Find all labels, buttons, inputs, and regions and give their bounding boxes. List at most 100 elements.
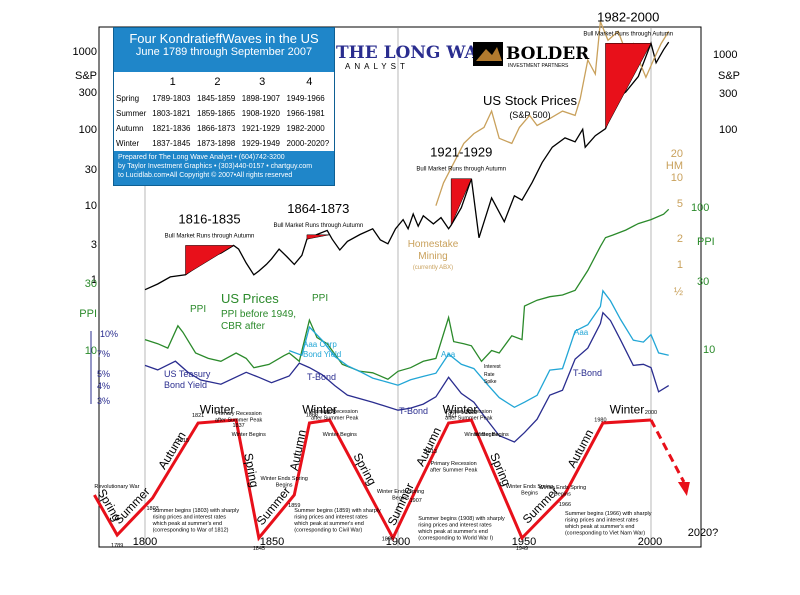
season-period: 1929-1949 <box>241 138 281 148</box>
x-tick: 2000 <box>638 536 662 548</box>
right-sp-tick: 1000 <box>713 49 737 61</box>
wave-number: 1 <box>169 75 176 88</box>
legend-box: Four KondratieffWaves in the US June 178… <box>113 27 335 186</box>
left-sp-tick: 300 <box>79 87 97 99</box>
bull-run-years: 1864-1873 <box>287 201 349 216</box>
bull-run-note: Bull Market Runs through Autumn <box>165 233 255 239</box>
season-period: 1821-1836 <box>152 123 191 133</box>
wave-number: 4 <box>306 75 313 88</box>
season-period: 1873-1898 <box>197 138 236 148</box>
season-row: Spring 1789-1803 1845-1859 1898-1907 194… <box>114 91 334 106</box>
us-prices-label: US Prices <box>221 291 279 306</box>
wave-note: Primary Recession after Summer Peak <box>445 409 493 422</box>
interest-label: Interest <box>484 364 501 370</box>
bolder-logo: BOLDER INVESTMENT PARTNERS <box>473 42 590 69</box>
bull-run-area <box>450 178 472 226</box>
season-label: Autumn <box>287 428 309 471</box>
left-sp-tick: 100 <box>79 124 97 136</box>
season-label: Winter <box>200 403 235 417</box>
wave-note: Winter Begins <box>323 432 357 438</box>
wave-note: Revolutionary War <box>94 484 139 490</box>
wave-year-mark: 1866 <box>306 413 318 419</box>
wave-year-mark: 1845 <box>253 546 265 552</box>
season-period: 1866-1873 <box>197 123 236 133</box>
teasury-label: US Teasury <box>164 369 211 379</box>
ppi-before-label: PPI before 1949, <box>221 309 296 320</box>
wave-number: 2 <box>214 75 221 88</box>
season-period: 1949-1966 <box>286 94 325 104</box>
wave-note: Winter Ends Spring Begins <box>506 484 553 497</box>
season-period: 1803-1821 <box>152 109 191 119</box>
left-sp-tick: 1 <box>91 274 97 286</box>
right-sp-tick: 100 <box>719 124 737 136</box>
season-period: 1789-1803 <box>152 94 191 104</box>
mountain-icon <box>476 47 502 61</box>
ppi-tag: PPI <box>190 304 206 315</box>
bull-run-note: Bull Market Runs through Autumn <box>583 31 673 37</box>
right-axis: 1000 S&P 300 100 <box>713 49 740 136</box>
aaa-corp-bond-yield-line <box>288 289 669 409</box>
wave-note: Winter Begins <box>232 432 266 438</box>
wave-year-mark: 1966 <box>559 502 571 508</box>
wave-year-mark: 1929 <box>465 410 477 416</box>
aaa-corp-label: Aaa Corp <box>303 340 337 349</box>
aaa-corp-label: Bond Yield <box>303 350 341 359</box>
wave-year-mark: 1873 <box>324 410 336 416</box>
right-ppi-tick: 30 <box>697 276 709 288</box>
interest-label: Rate <box>484 372 495 378</box>
season-row: Summer 1803-1821 1859-1865 1908-1920 196… <box>114 106 334 121</box>
aaa-label: Aaa <box>441 350 456 359</box>
wave-year-mark: 2000 <box>645 410 657 416</box>
hm-tick: 5 <box>677 198 683 210</box>
season-period: 1966-1981 <box>286 109 325 119</box>
left-ppi-label: PPI <box>79 308 97 320</box>
mining-label: Mining <box>418 251 447 262</box>
season-name: Autumn <box>116 123 144 133</box>
left-sp-tick: 30 <box>85 164 97 176</box>
season-period: 2000-2020? <box>286 138 330 148</box>
x-tick: 1850 <box>260 536 284 548</box>
wave-note: Primary Recession after Summer Peak <box>430 461 478 474</box>
x-extra-label: 2020? <box>688 527 719 539</box>
hm-tick: 2 <box>677 233 683 245</box>
yield-tick: 3% <box>97 396 110 406</box>
left-sp-label: S&P <box>75 70 97 82</box>
us-stock-prices-line <box>144 41 670 291</box>
wave-note: Summer begins (1859) with sharply rising … <box>293 508 381 534</box>
season-period: 1898-1907 <box>241 94 281 104</box>
season-period: 1845-1859 <box>197 94 236 104</box>
wave-number: 3 <box>259 75 266 88</box>
bull-run-note: Bull Market Runs through Autumn <box>273 223 363 229</box>
season-period: 1837-1845 <box>152 138 191 148</box>
season-period: 1921-1929 <box>241 123 281 133</box>
wave-note: Winter Begins <box>474 432 508 438</box>
wave-note: Primary Recession after Summer Peak <box>311 409 359 422</box>
right-sp-tick: 300 <box>719 88 737 100</box>
season-label: Spring <box>241 452 261 489</box>
season-wave-line <box>93 418 652 542</box>
hm-label: HM <box>666 160 683 172</box>
season-period: 1982-2000 <box>286 123 325 133</box>
tbond-label: T-Bond <box>399 406 428 416</box>
abx-label: (currently ABX) <box>413 265 453 271</box>
teasury-label: Bond Yield <box>164 380 207 390</box>
bull-run-years: 1816-1835 <box>178 211 240 226</box>
left-sp-tick: 10 <box>85 200 97 212</box>
bull-run-years: 1982-2000 <box>597 9 659 24</box>
wave-year-mark: 1837 <box>232 423 244 429</box>
bull-run-area <box>605 43 652 129</box>
wave-year-mark: 1907 <box>410 498 422 504</box>
legend-title: Four KondratieffWaves in the US <box>129 31 319 46</box>
plot-frame <box>98 26 702 548</box>
season-label: Winter <box>302 403 337 417</box>
hm-tick: ½ <box>674 286 683 298</box>
cbr-after-label: CBR after <box>221 321 266 332</box>
season-period: 1908-1920 <box>241 109 281 119</box>
bull-run-note: Bull Market Runs through Autumn <box>416 167 506 173</box>
series-labels: US Stock Prices (S&P 500) US Prices PPI … <box>164 93 602 416</box>
season-wave-forecast <box>649 419 686 483</box>
hm-tick: 1 <box>677 259 683 271</box>
wave-year-mark: 1980 <box>594 418 606 424</box>
left-ppi-tick: 30 <box>85 278 97 290</box>
ppi-line <box>144 208 670 380</box>
